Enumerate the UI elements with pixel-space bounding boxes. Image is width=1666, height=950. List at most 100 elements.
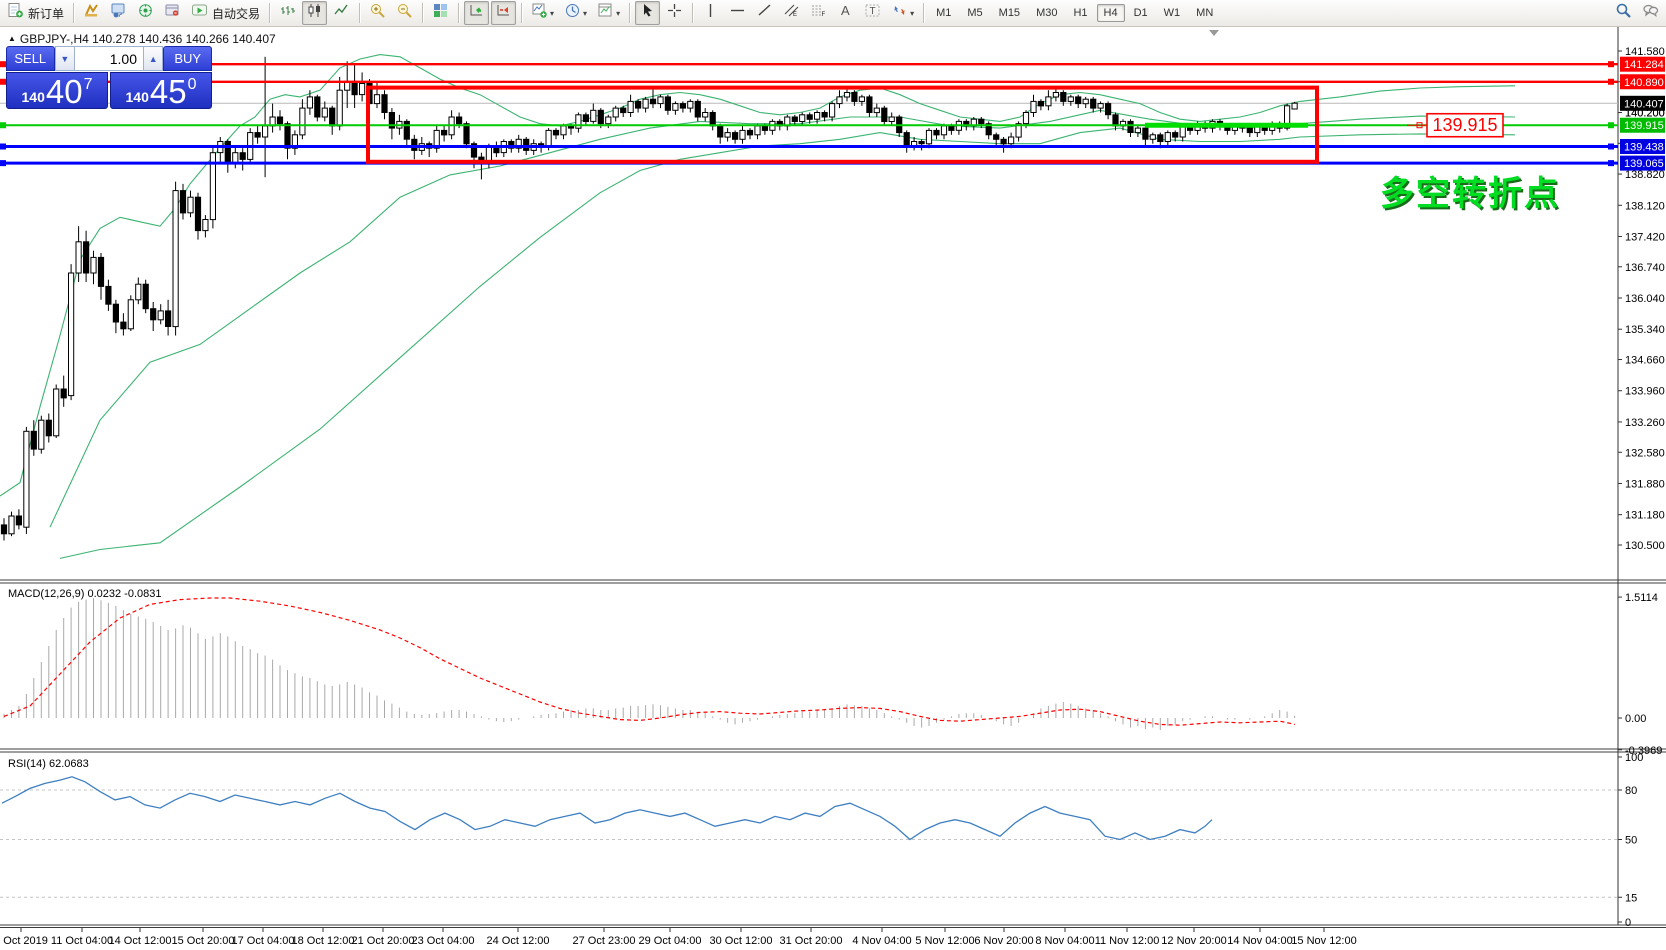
toolbar-separator — [269, 3, 271, 23]
text-label-button[interactable]: T — [860, 1, 885, 25]
axis-tick-140200: 140.200 — [1625, 108, 1665, 120]
toolbar-separator — [73, 3, 75, 23]
sell-price-box[interactable]: 140 40 7 — [6, 72, 108, 109]
svg-text:100: 100 — [1625, 752, 1643, 764]
buy-price-box[interactable]: 140 45 0 — [110, 72, 212, 109]
channel-button[interactable]: E — [779, 1, 804, 25]
price-tag-139915[interactable]: 139.915 — [1407, 112, 1504, 138]
svg-text:132.580: 132.580 — [1625, 447, 1665, 459]
line-handle[interactable] — [0, 78, 6, 85]
arrows-button[interactable]: ▾ — [887, 1, 918, 25]
volume-down-button[interactable]: ▼ — [54, 46, 75, 71]
auto-scroll-button[interactable] — [464, 1, 490, 25]
chat-button[interactable] — [1638, 1, 1663, 25]
collapse-triangle-icon[interactable]: ▲ — [8, 34, 16, 43]
timeframe-button-m5[interactable]: M5 — [967, 7, 983, 19]
line-handle[interactable] — [0, 143, 6, 150]
symbol-ohlc-text: GBPJPY-,H4 140.278 140.436 140.266 140.4… — [19, 32, 276, 46]
horizontal-line-icon — [729, 2, 746, 24]
candlestick-chart-button[interactable] — [302, 1, 328, 25]
cursor-icon — [639, 2, 656, 24]
rsi-line — [1, 776, 1213, 841]
pane-separator[interactable] — [0, 924, 1666, 928]
line-handle[interactable] — [0, 122, 6, 129]
autotrading-button[interactable]: 自动交易 — [187, 1, 264, 25]
line-handle[interactable] — [1608, 61, 1614, 68]
volume-up-button[interactable]: ▲ — [143, 46, 164, 71]
svg-text:30 Oct 12:00: 30 Oct 12:00 — [710, 935, 773, 947]
svg-text:27 Oct 23:00: 27 Oct 23:00 — [573, 935, 636, 947]
horizontal-line-button[interactable] — [725, 1, 750, 25]
sell-price-big-figure: 140 — [21, 89, 45, 105]
new-order-button[interactable]: 新订单 — [3, 1, 68, 25]
line-chart-button[interactable] — [329, 1, 354, 25]
timeframe-button-m30[interactable]: M30 — [1036, 7, 1058, 19]
chart-shift-icon — [495, 2, 512, 24]
toolbar-separator — [359, 3, 361, 23]
market-watch-button[interactable] — [79, 1, 104, 25]
timeframe-button-mn[interactable]: MN — [1196, 7, 1214, 19]
line-handle[interactable] — [1608, 122, 1614, 129]
line-handle[interactable] — [0, 61, 6, 68]
vertical-line-button[interactable] — [698, 1, 723, 25]
text-icon: A — [837, 2, 854, 24]
volume-input[interactable] — [75, 46, 143, 71]
text-button[interactable]: A — [833, 1, 858, 25]
pane-separator[interactable] — [0, 748, 1666, 753]
svg-text:133.260: 133.260 — [1625, 417, 1665, 429]
line-handle[interactable] — [1608, 143, 1614, 150]
axis-price-label: 141.284 — [1620, 56, 1665, 72]
templates-button[interactable]: ▾ — [593, 1, 624, 25]
svg-text:0: 0 — [1625, 917, 1631, 929]
zoom-out-button[interactable] — [392, 1, 417, 25]
terminal-button[interactable] — [160, 1, 185, 25]
svg-text:137.420: 137.420 — [1625, 231, 1665, 243]
search-button[interactable] — [1611, 1, 1636, 25]
sell-button[interactable]: SELL — [6, 46, 55, 71]
svg-text:31 Oct 20:00: 31 Oct 20:00 — [780, 935, 843, 947]
text-label-icon: T — [864, 2, 881, 24]
periods-button[interactable]: ▾ — [560, 1, 591, 25]
vertical-line-icon — [702, 2, 719, 24]
svg-text:8 Nov 04:00: 8 Nov 04:00 — [1035, 935, 1094, 947]
line-handle[interactable] — [1608, 78, 1614, 85]
bollinger-lower-line — [59, 127, 1516, 559]
timeframe-button-w1[interactable]: W1 — [1163, 7, 1181, 19]
line-handle[interactable] — [0, 160, 6, 167]
cursor-button[interactable] — [635, 1, 661, 25]
red-rectangle-object[interactable] — [366, 85, 1319, 164]
macd-pane: MACD(12,26,9) 0.0232 -0.0831 1.5114 0.00 -0… — [3, 588, 1662, 757]
timeframe-button-d1[interactable]: D1 — [1133, 7, 1148, 19]
zoom-in-button[interactable] — [365, 1, 390, 25]
fibonacci-button[interactable]: F — [806, 1, 831, 25]
chart-window[interactable]: 141.580140.890140.200139.510138.820138.1… — [0, 27, 1666, 950]
line-handle[interactable] — [1608, 160, 1614, 167]
chart-shift-button[interactable] — [491, 1, 517, 25]
price-axis[interactable]: 141.580140.890140.200139.510138.820138.1… — [1618, 46, 1665, 552]
tile-windows-button[interactable] — [428, 1, 453, 25]
svg-text:17 Oct 04:00: 17 Oct 04:00 — [232, 935, 295, 947]
buy-price-pips: 45 — [149, 72, 187, 110]
timeframe-button-h1[interactable]: H1 — [1073, 7, 1088, 19]
timeframe-button-m15[interactable]: M15 — [998, 7, 1021, 19]
pane-separator[interactable] — [0, 579, 1666, 584]
trendline-button[interactable] — [752, 1, 777, 25]
crosshair-button[interactable] — [662, 1, 687, 25]
chevron-down-icon: ▾ — [550, 8, 555, 18]
chevron-down-icon: ▾ — [910, 8, 915, 18]
bar-chart-button[interactable] — [275, 1, 300, 25]
svg-text:15: 15 — [1625, 892, 1637, 904]
indicators-button[interactable]: ▾ — [527, 1, 558, 25]
timeframe-button-m1[interactable]: M1 — [936, 7, 952, 19]
timeframe-button-h4[interactable]: H4 — [1096, 4, 1125, 22]
data-window-button[interactable] — [106, 1, 131, 25]
chart-shift-marker[interactable] — [1209, 30, 1219, 36]
svg-text:15 Nov 12:00: 15 Nov 12:00 — [1291, 935, 1356, 947]
buy-button[interactable]: BUY — [163, 46, 212, 71]
macd-histogram — [3, 598, 1296, 730]
chevron-up-icon: ▲ — [148, 53, 158, 64]
navigator-button[interactable] — [133, 1, 158, 25]
chart-canvas[interactable]: 141.580140.890140.200139.510138.820138.1… — [0, 27, 1666, 950]
